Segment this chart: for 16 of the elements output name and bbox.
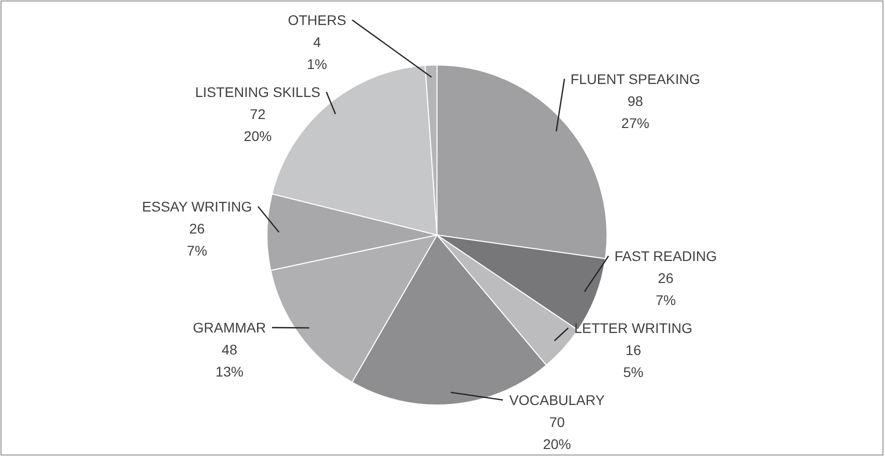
data-label: 26 7%	[186, 220, 208, 259]
data-label: 26 7%	[656, 270, 676, 308]
data-label: 72 20%	[244, 106, 272, 144]
data-label: 70 20%	[542, 414, 572, 452]
data-label: 4 1%	[306, 34, 328, 72]
slice-label: LETTER WRITING	[574, 320, 692, 336]
data-label: 48 13%	[215, 342, 244, 380]
slice-label: OTHERS	[288, 12, 346, 28]
slice-label: FLUENT SPEAKING	[570, 70, 700, 87]
slice-label: VOCABULARY	[509, 392, 606, 408]
data-label: 98 27%	[621, 92, 650, 131]
data-label: 16 5%	[623, 342, 644, 380]
slice-label: GRAMMAR	[192, 320, 266, 336]
slice-label: LISTENING SKILLS	[195, 84, 320, 100]
slice-label: ESSAY WRITING	[142, 198, 252, 215]
slice-label: FAST READING	[614, 248, 717, 264]
